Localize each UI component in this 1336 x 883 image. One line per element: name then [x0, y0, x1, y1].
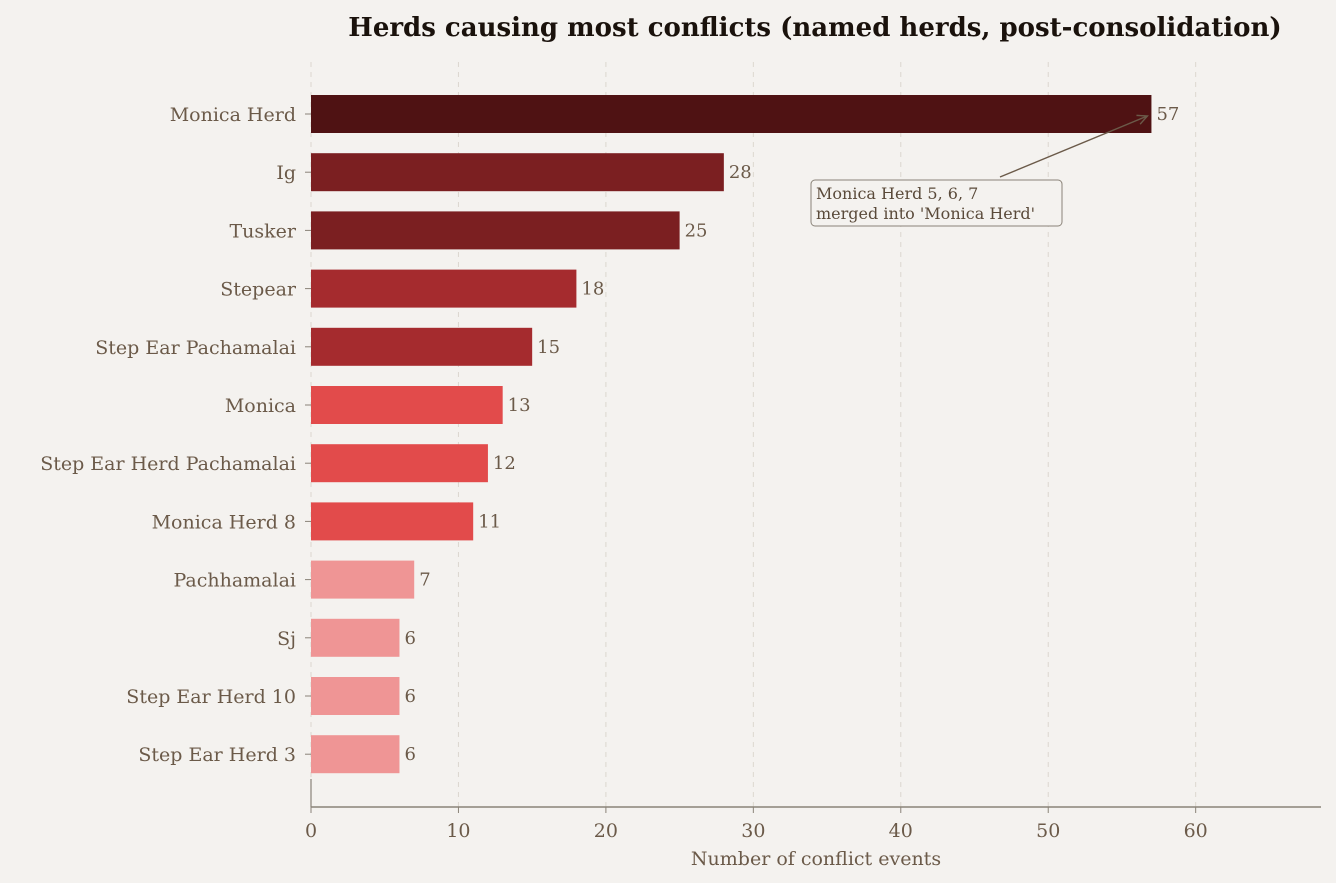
value-label: 28	[729, 162, 752, 183]
value-labels: 57 28 25 18 15 13 12 11 7 6 6 6	[404, 104, 1179, 765]
category-label: Step Ear Herd Pachamalai	[40, 453, 296, 475]
category-label: Tusker	[230, 220, 297, 242]
bar	[311, 386, 503, 424]
x-tick-label: 60	[1184, 820, 1208, 842]
value-label: 6	[404, 628, 415, 649]
annotation-line-2: merged into 'Monica Herd'	[816, 204, 1035, 223]
x-tick-label: 50	[1036, 820, 1060, 842]
x-axis: 0 10 20 30 40 50 60	[305, 779, 1321, 842]
bar	[311, 95, 1152, 133]
category-label: Step Ear Herd 3	[138, 744, 296, 766]
value-label: 6	[404, 686, 415, 707]
annotation-arrow	[999, 115, 1148, 178]
category-label: Pachhamalai	[173, 570, 296, 592]
annotation-arrowhead	[1136, 114, 1149, 125]
bars	[311, 95, 1152, 774]
category-label: Step Ear Herd 10	[126, 686, 296, 708]
bar	[311, 735, 400, 774]
annotation: Monica Herd 5, 6, 7 merged into 'Monica …	[810, 114, 1149, 227]
value-label: 6	[404, 744, 415, 765]
chart-title: Herds causing most conflicts (named herd…	[348, 13, 1281, 43]
x-tick-label: 20	[594, 820, 618, 842]
x-tick-label: 10	[446, 820, 470, 842]
category-label: Sj	[277, 628, 296, 650]
value-label: 57	[1156, 104, 1179, 125]
bar	[311, 327, 533, 366]
annotation-line-1: Monica Herd 5, 6, 7	[816, 184, 978, 203]
category-label: Stepear	[220, 279, 297, 301]
value-label: 15	[537, 337, 560, 358]
category-label: Monica	[225, 395, 296, 417]
annotation-box	[810, 179, 1063, 227]
bar	[311, 269, 577, 308]
bar	[311, 211, 680, 250]
value-label: 12	[493, 453, 516, 474]
category-label: Ig	[276, 162, 296, 184]
x-tick-label: 0	[305, 820, 317, 842]
value-label: 25	[685, 220, 708, 241]
bar	[311, 502, 474, 541]
category-label: Monica Herd 8	[152, 511, 296, 533]
category-label: Step Ear Pachamalai	[95, 337, 296, 359]
value-label: 7	[419, 570, 430, 591]
bar	[311, 560, 415, 599]
bar	[311, 444, 488, 483]
category-labels: Monica Herd Ig Tusker Stepear Step Ear Pacha…	[40, 104, 311, 766]
x-tick-label: 40	[889, 820, 913, 842]
bar	[311, 153, 724, 192]
value-label: 18	[581, 279, 604, 300]
bar	[311, 677, 400, 715]
value-label: 11	[478, 511, 501, 532]
x-axis-label: Number of conflict events	[691, 848, 941, 870]
bar	[311, 618, 400, 657]
value-label: 13	[508, 395, 531, 416]
x-tick-label: 30	[741, 820, 765, 842]
category-label: Monica Herd	[170, 104, 296, 126]
